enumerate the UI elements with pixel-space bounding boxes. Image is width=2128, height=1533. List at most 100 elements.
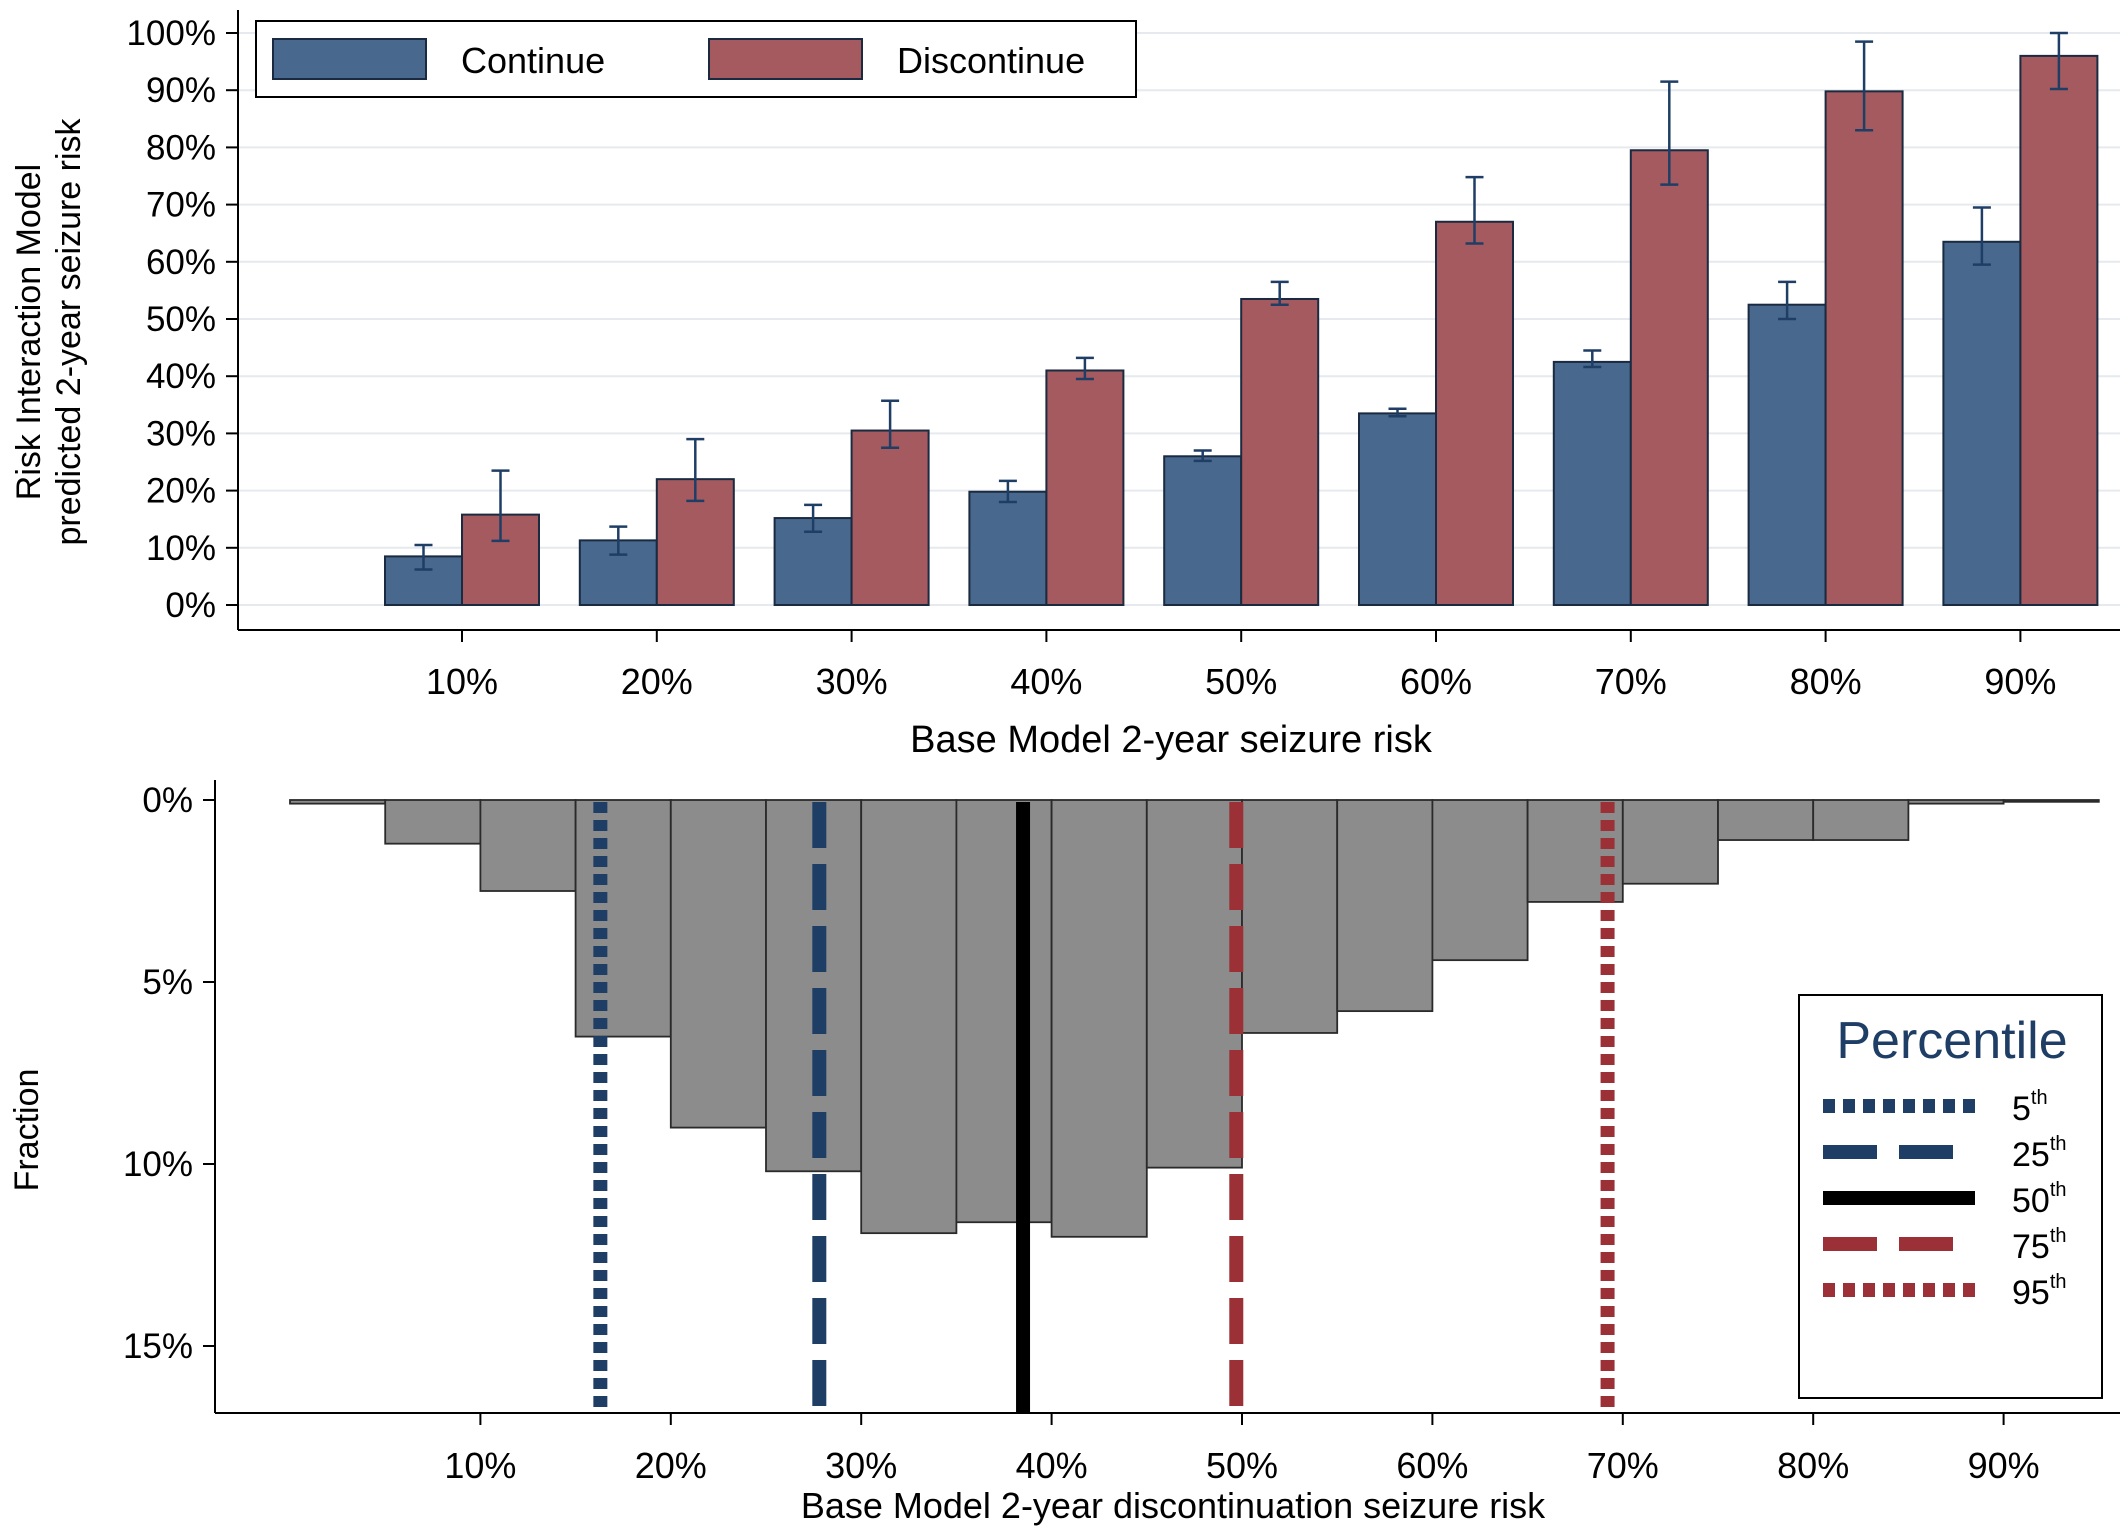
- top-y-tick-label: 50%: [146, 300, 216, 339]
- bottom-x-tick-label: 20%: [635, 1445, 707, 1486]
- bar-continue: [1942, 240, 2022, 606]
- legend-swatch-continue: [272, 38, 427, 80]
- percentile-legend-label: 95th: [2012, 1271, 2067, 1312]
- bottom-axes: [203, 780, 2120, 1425]
- top-x-tick-label: 70%: [1595, 661, 1667, 702]
- bottom-x-tick-labels: 10% 20% 30% 40% 50% 60% 70% 80% 90%: [444, 1445, 2039, 1486]
- bottom-y-tick-label: 15%: [123, 1327, 193, 1366]
- top-y-tick-label: 60%: [146, 243, 216, 282]
- percentile-legend-suffix: th: [2050, 1271, 2067, 1293]
- percentile-legend-number: 75: [2012, 1228, 2050, 1266]
- percentile-legend-label: 25th: [2012, 1133, 2067, 1174]
- bottom-x-tick-label: 30%: [825, 1445, 897, 1486]
- top-legend: Continue Discontinue: [255, 20, 1137, 98]
- top-x-tick-label: 20%: [621, 661, 693, 702]
- top-x-tick-label: 60%: [1400, 661, 1472, 702]
- bar-continue: [968, 490, 1048, 606]
- bottom-x-tick-label: 80%: [1777, 1445, 1849, 1486]
- histogram-bar: [1431, 799, 1529, 962]
- histogram-bar: [765, 799, 863, 1173]
- percentile-legend-label: 75th: [2012, 1225, 2067, 1266]
- histogram-bar: [574, 799, 672, 1038]
- percentile-legend-label: 50th: [2012, 1179, 2067, 1220]
- percentile-legend-number: 5: [2012, 1090, 2031, 1128]
- bar-continue: [1747, 303, 1827, 606]
- bar-continue: [1358, 412, 1437, 606]
- top-y-tick-label: 90%: [146, 71, 216, 110]
- bar-discontinue: [850, 429, 930, 607]
- bottom-y-tick-label: 10%: [123, 1145, 193, 1184]
- histogram-bar: [1050, 799, 1148, 1238]
- top-error-bars: [414, 31, 2068, 571]
- histogram-bar: [955, 799, 1053, 1224]
- bar-discontinue: [1824, 90, 1904, 607]
- top-y-tick-label: 30%: [146, 414, 216, 453]
- top-x-tick-label: 50%: [1205, 661, 1277, 702]
- top-x-tick-label: 30%: [816, 661, 888, 702]
- percentile-legend-suffix: th: [2050, 1225, 2067, 1247]
- histogram-bar: [2002, 799, 2100, 803]
- top-y-tick-labels: 0% 10% 20% 30% 40% 50% 60% 70% 80% 90% 100%: [126, 14, 216, 625]
- histogram-bar: [860, 799, 958, 1235]
- bottom-x-tick-label: 50%: [1206, 1445, 1278, 1486]
- top-x-tick-label: 10%: [426, 661, 498, 702]
- percentile-legend-title: Percentile: [1836, 1012, 2067, 1070]
- bottom-y-tick-label: 5%: [142, 963, 193, 1002]
- bar-continue: [1552, 360, 1632, 606]
- bottom-x-tick-label: 10%: [444, 1445, 516, 1486]
- bottom-x-tick-label: 60%: [1396, 1445, 1468, 1486]
- histogram-bar: [1145, 799, 1243, 1169]
- top-y-tick-label: 10%: [146, 529, 216, 568]
- percentile-legend-number: 50: [2012, 1182, 2050, 1220]
- histogram-bar: [1526, 799, 1624, 903]
- top-y-axis-label-line1: Risk Interaction Model: [10, 164, 48, 500]
- histogram-bar: [1812, 799, 1910, 841]
- histogram-bar: [1336, 799, 1434, 1013]
- histogram-bar: [1241, 799, 1339, 1034]
- top-x-tick-label: 90%: [1984, 661, 2056, 702]
- top-x-axis-label: Base Model 2-year seizure risk: [910, 719, 1433, 761]
- legend-swatch-discontinue: [708, 38, 863, 80]
- histogram-bars: [289, 799, 2100, 1238]
- bar-discontinue: [1629, 149, 1709, 606]
- bottom-histogram: 0% 5% 10% 15% 10% 20% 30% 40% 50% 60% 70% 80% 90% F…: [8, 780, 2120, 1526]
- histogram-bar: [669, 799, 767, 1129]
- bar-discontinue: [1435, 220, 1514, 606]
- percentile-lines: [593, 802, 1615, 1413]
- top-x-tick-label: 40%: [1010, 661, 1082, 702]
- percentile-legend-number: 95: [2012, 1274, 2050, 1312]
- bottom-x-tick-label: 40%: [1016, 1445, 1088, 1486]
- bottom-x-axis-label: Base Model 2-year discontinuation seizur…: [801, 1485, 1546, 1526]
- bottom-x-tick-label: 90%: [1968, 1445, 2040, 1486]
- top-y-axis-label-line2: predicted 2-year seizure risk: [50, 117, 88, 545]
- top-y-tick-label: 20%: [146, 472, 216, 511]
- top-axes: [226, 10, 2120, 642]
- top-y-tick-label: 40%: [146, 357, 216, 396]
- top-bar-chart: 0% 10% 20% 30% 40% 50% 60% 70% 80% 90% 100% 10% 20%…: [10, 10, 2120, 761]
- histogram-bar: [1907, 799, 2005, 805]
- bottom-y-tick-labels: 0% 5% 10% 15%: [123, 781, 193, 1366]
- histogram-bar: [289, 799, 387, 805]
- top-y-tick-label: 80%: [146, 128, 216, 167]
- legend-label-continue: Continue: [461, 40, 605, 81]
- bar-discontinue: [2019, 54, 2099, 606]
- top-x-tick-labels: 10% 20% 30% 40% 50% 60% 70% 80% 90%: [426, 661, 2056, 702]
- bar-continue: [1163, 455, 1243, 606]
- top-bars: [384, 54, 2099, 607]
- bar-discontinue: [1240, 297, 1320, 606]
- top-y-tick-label: 70%: [146, 186, 216, 225]
- bottom-y-tick-label: 0%: [142, 781, 193, 820]
- bar-discontinue: [1045, 369, 1125, 607]
- percentile-legend-suffix: th: [2031, 1087, 2048, 1109]
- percentile-legend-suffix: th: [2050, 1133, 2067, 1155]
- percentile-legend-number: 25: [2012, 1136, 2050, 1174]
- top-y-tick-label: 100%: [126, 14, 216, 53]
- histogram-bar: [1717, 799, 1815, 841]
- legend-label-discontinue: Discontinue: [897, 40, 1085, 81]
- top-y-tick-label: 0%: [165, 586, 216, 625]
- top-x-tick-label: 80%: [1790, 661, 1862, 702]
- bottom-x-tick-label: 70%: [1587, 1445, 1659, 1486]
